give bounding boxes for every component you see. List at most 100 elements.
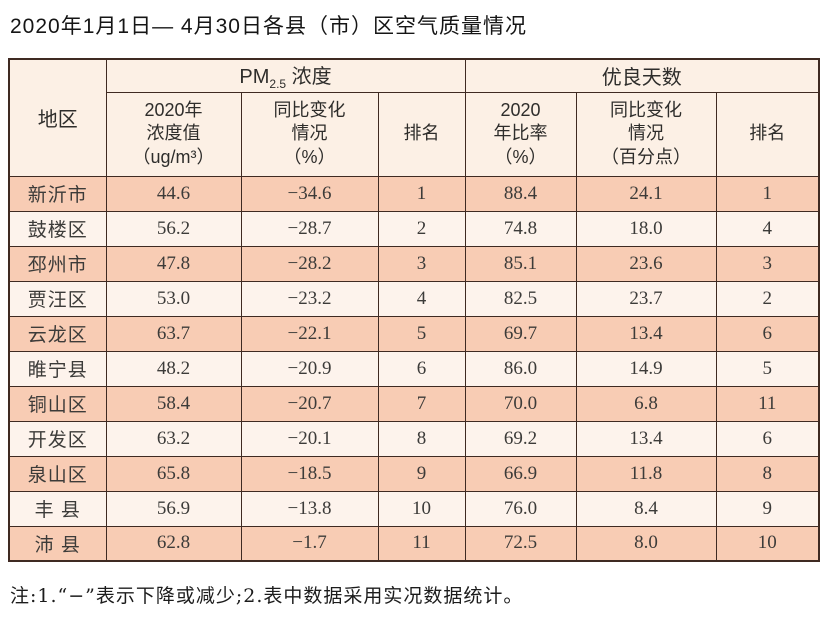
good-rate-cell: 74.8 [464,210,577,247]
pm-change-cell: −18.5 [240,455,379,492]
good-rank-cell: 2 [715,280,820,317]
table-row: 邳州市 47.8 −28.2 3 85.1 23.6 3 [8,245,820,282]
good-rate-cell: 88.4 [464,175,577,212]
good-rank-cell: 10 [715,525,820,562]
table-row: 泉山区 65.8 −18.5 9 66.9 11.8 8 [8,455,820,492]
good-change-cell: 6.8 [575,385,717,422]
good-change-cell: 13.4 [575,315,717,352]
pm-rank-cell: 2 [377,210,466,247]
good-change-cell: 13.4 [575,420,717,457]
table-row: 贾汪区 53.0 −23.2 4 82.5 23.7 2 [8,280,820,317]
good-rate-cell: 72.5 [464,525,577,562]
region-cell: 沛 县 [8,525,107,562]
good-change-cell: 24.1 [575,175,717,212]
good-change-cell: 8.4 [575,490,717,527]
good-rate-cell: 82.5 [464,280,577,317]
table-row: 新沂市 44.6 −34.6 1 88.4 24.1 1 [8,175,820,212]
pm-value-cell: 63.7 [105,315,242,352]
good-rate-cell: 76.0 [464,490,577,527]
pm-rank-cell: 1 [377,175,466,212]
pm-value-cell: 53.0 [105,280,242,317]
region-cell: 睢宁县 [8,350,107,387]
region-cell: 丰 县 [8,490,107,527]
table-row: 云龙区 63.7 −22.1 5 69.7 13.4 6 [8,315,820,352]
pm-change-cell: −1.7 [240,525,379,562]
good-change-cell: 8.0 [575,525,717,562]
good-rate-cell: 66.9 [464,455,577,492]
good-rank-cell: 6 [715,420,820,457]
good-rate-cell: 69.7 [464,315,577,352]
region-cell: 鼓楼区 [8,210,107,247]
good-rank-cell: 4 [715,210,820,247]
table-header: 地区 PM2.5 浓度 优良天数 2020年 浓度值 （ug/m³） 同比变化 … [8,58,820,177]
table-body: 新沂市 44.6 −34.6 1 88.4 24.1 1 鼓楼区 56.2 −2… [8,175,820,562]
good-change-cell: 23.6 [575,245,717,282]
good-rate-cell: 69.2 [464,420,577,457]
page-title: 2020年1月1日— 4月30日各县（市）区空气质量情况 [10,15,527,38]
pm-rank-cell: 5 [377,315,466,352]
good-rank-cell: 3 [715,245,820,282]
col-group-pm25: PM2.5 浓度 [105,58,466,93]
good-change-cell: 23.7 [575,280,717,317]
pm-value-cell: 63.2 [105,420,242,457]
col-header-pm-change: 同比变化 情况 （%） [240,91,379,177]
pm25-prefix: PM [239,66,270,89]
col-header-good-change: 同比变化 情况 （百分点） [575,91,717,177]
pm-value-cell: 58.4 [105,385,242,422]
region-cell: 开发区 [8,420,107,457]
good-rank-cell: 9 [715,490,820,527]
region-cell: 贾汪区 [8,280,107,317]
col-group-good-days: 优良天数 [464,58,820,93]
good-change-cell: 18.0 [575,210,717,247]
pm-rank-cell: 11 [377,525,466,562]
col-header-region: 地区 [8,58,107,177]
region-cell: 泉山区 [8,455,107,492]
pm-rank-cell: 6 [377,350,466,387]
region-cell: 云龙区 [8,315,107,352]
good-rate-cell: 85.1 [464,245,577,282]
table-row: 沛 县 62.8 −1.7 11 72.5 8.0 10 [8,525,820,562]
pm-change-cell: −34.6 [240,175,379,212]
pm-value-cell: 44.6 [105,175,242,212]
pm-rank-cell: 10 [377,490,466,527]
pm-value-cell: 65.8 [105,455,242,492]
col-header-pm-value: 2020年 浓度值 （ug/m³） [105,91,242,177]
pm-change-cell: −20.7 [240,385,379,422]
good-rank-cell: 8 [715,455,820,492]
table-row: 开发区 63.2 −20.1 8 69.2 13.4 6 [8,420,820,457]
pm-rank-cell: 8 [377,420,466,457]
pm-value-cell: 48.2 [105,350,242,387]
col-header-pm-rank: 排名 [377,91,466,177]
pm-value-cell: 47.8 [105,245,242,282]
header-group-row: 地区 PM2.5 浓度 优良天数 [8,58,820,177]
header-sub-row: 2020年 浓度值 （ug/m³） 同比变化 情况 （%） 排名 2020 年比… [9,91,820,177]
region-cell: 铜山区 [8,385,107,422]
region-cell: 邳州市 [8,245,107,282]
air-quality-table: 地区 PM2.5 浓度 优良天数 2020年 浓度值 （ug/m³） 同比变化 … [8,58,821,562]
pm-rank-cell: 7 [377,385,466,422]
pm25-subscript: 2.5 [269,77,287,92]
col-header-good-rate: 2020 年比率 （%） [464,91,577,177]
good-rate-cell: 86.0 [464,350,577,387]
table-row: 睢宁县 48.2 −20.9 6 86.0 14.9 5 [8,350,820,387]
good-rate-cell: 70.0 [464,385,577,422]
good-rank-cell: 5 [715,350,820,387]
pm-rank-cell: 4 [377,280,466,317]
table-row: 丰 县 56.9 −13.8 10 76.0 8.4 9 [8,490,820,527]
table-row: 鼓楼区 56.2 −28.7 2 74.8 18.0 4 [8,210,820,247]
pm-change-cell: −28.2 [240,245,379,282]
pm-value-cell: 56.2 [105,210,242,247]
good-rank-cell: 6 [715,315,820,352]
pm-change-cell: −23.2 [240,280,379,317]
pm-change-cell: −13.8 [240,490,379,527]
pm-change-cell: −28.7 [240,210,379,247]
pm-rank-cell: 9 [377,455,466,492]
pm-change-cell: −20.9 [240,350,379,387]
pm-value-cell: 56.9 [105,490,242,527]
good-change-cell: 14.9 [575,350,717,387]
good-rank-cell: 11 [715,385,820,422]
pm-rank-cell: 3 [377,245,466,282]
region-cell: 新沂市 [8,175,107,212]
pm-value-cell: 62.8 [105,525,242,562]
